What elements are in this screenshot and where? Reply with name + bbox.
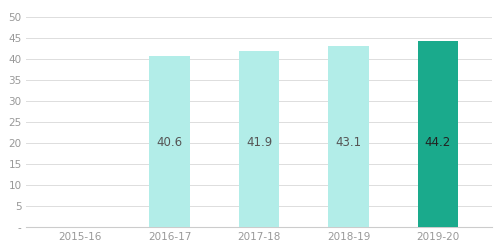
Text: 41.9: 41.9	[246, 136, 272, 149]
Text: 44.2: 44.2	[425, 136, 451, 149]
Bar	[239, 51, 279, 227]
Text: 40.6: 40.6	[156, 136, 182, 149]
Text: 43.1: 43.1	[336, 136, 361, 149]
Bar	[150, 56, 190, 227]
Bar	[418, 41, 458, 227]
Bar	[328, 46, 368, 227]
